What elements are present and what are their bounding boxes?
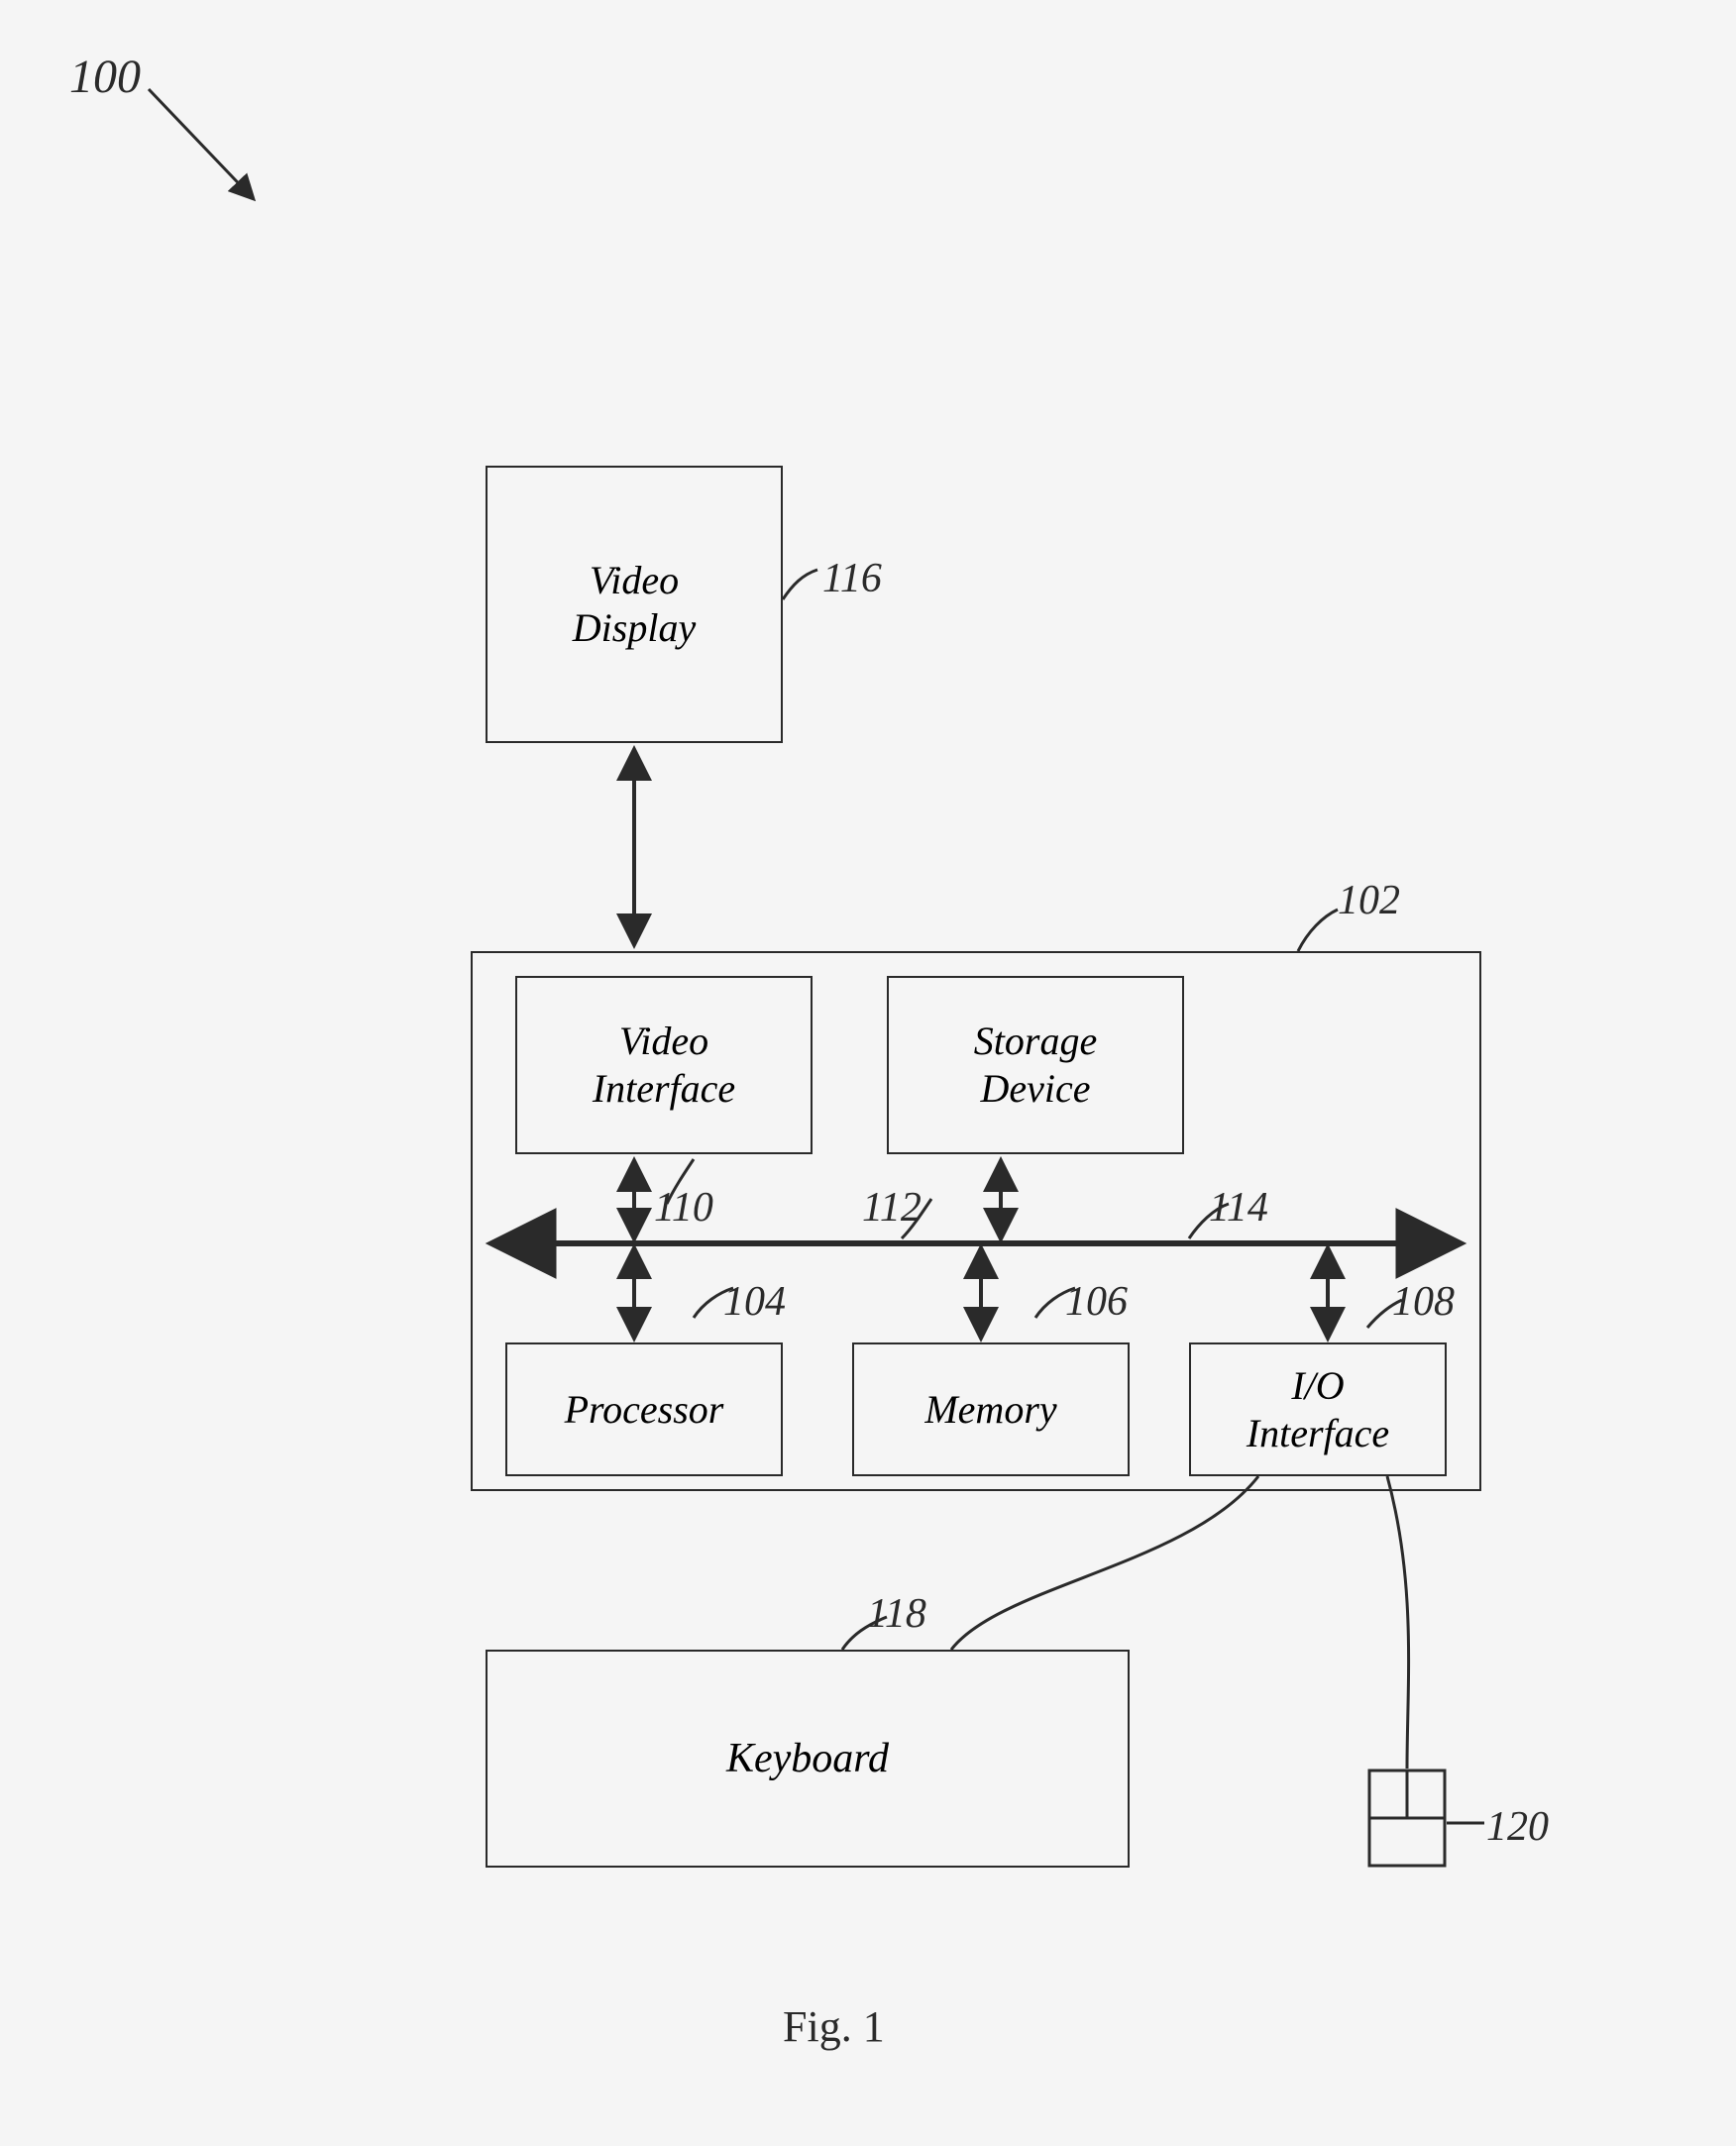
ref-120: 120 [1486, 1803, 1549, 1851]
processor-label: Processor [565, 1386, 724, 1434]
ref-110: 110 [654, 1184, 713, 1232]
storage-device-box: StorageDevice [887, 976, 1184, 1154]
ref-114: 114 [1209, 1184, 1268, 1232]
ref-102: 102 [1338, 877, 1400, 924]
ref-112: 112 [862, 1184, 922, 1232]
io-interface-box: I/OInterface [1189, 1342, 1447, 1476]
ref-118: 118 [867, 1590, 926, 1638]
figure-caption: Fig. 1 [783, 2001, 885, 2052]
video-interface-box: VideoInterface [515, 976, 813, 1154]
processor-box: Processor [505, 1342, 783, 1476]
ref-108: 108 [1392, 1278, 1455, 1326]
keyboard-box: Keyboard [486, 1650, 1130, 1868]
memory-box: Memory [852, 1342, 1130, 1476]
ref-104: 104 [723, 1278, 786, 1326]
ref-100: 100 [69, 50, 141, 104]
storage-device-label: StorageDevice [974, 1018, 1097, 1113]
diagram-page: VideoDisplay VideoInterface StorageDevic… [0, 0, 1736, 2146]
video-display-label: VideoDisplay [573, 557, 696, 652]
io-interface-label: I/OInterface [1247, 1362, 1389, 1457]
memory-label: Memory [924, 1386, 1056, 1434]
video-display-box: VideoDisplay [486, 466, 783, 743]
mouse-icon [1367, 1769, 1447, 1868]
keyboard-label: Keyboard [726, 1734, 889, 1783]
ref-106: 106 [1065, 1278, 1128, 1326]
ref-116: 116 [822, 555, 882, 602]
video-interface-label: VideoInterface [593, 1018, 735, 1113]
